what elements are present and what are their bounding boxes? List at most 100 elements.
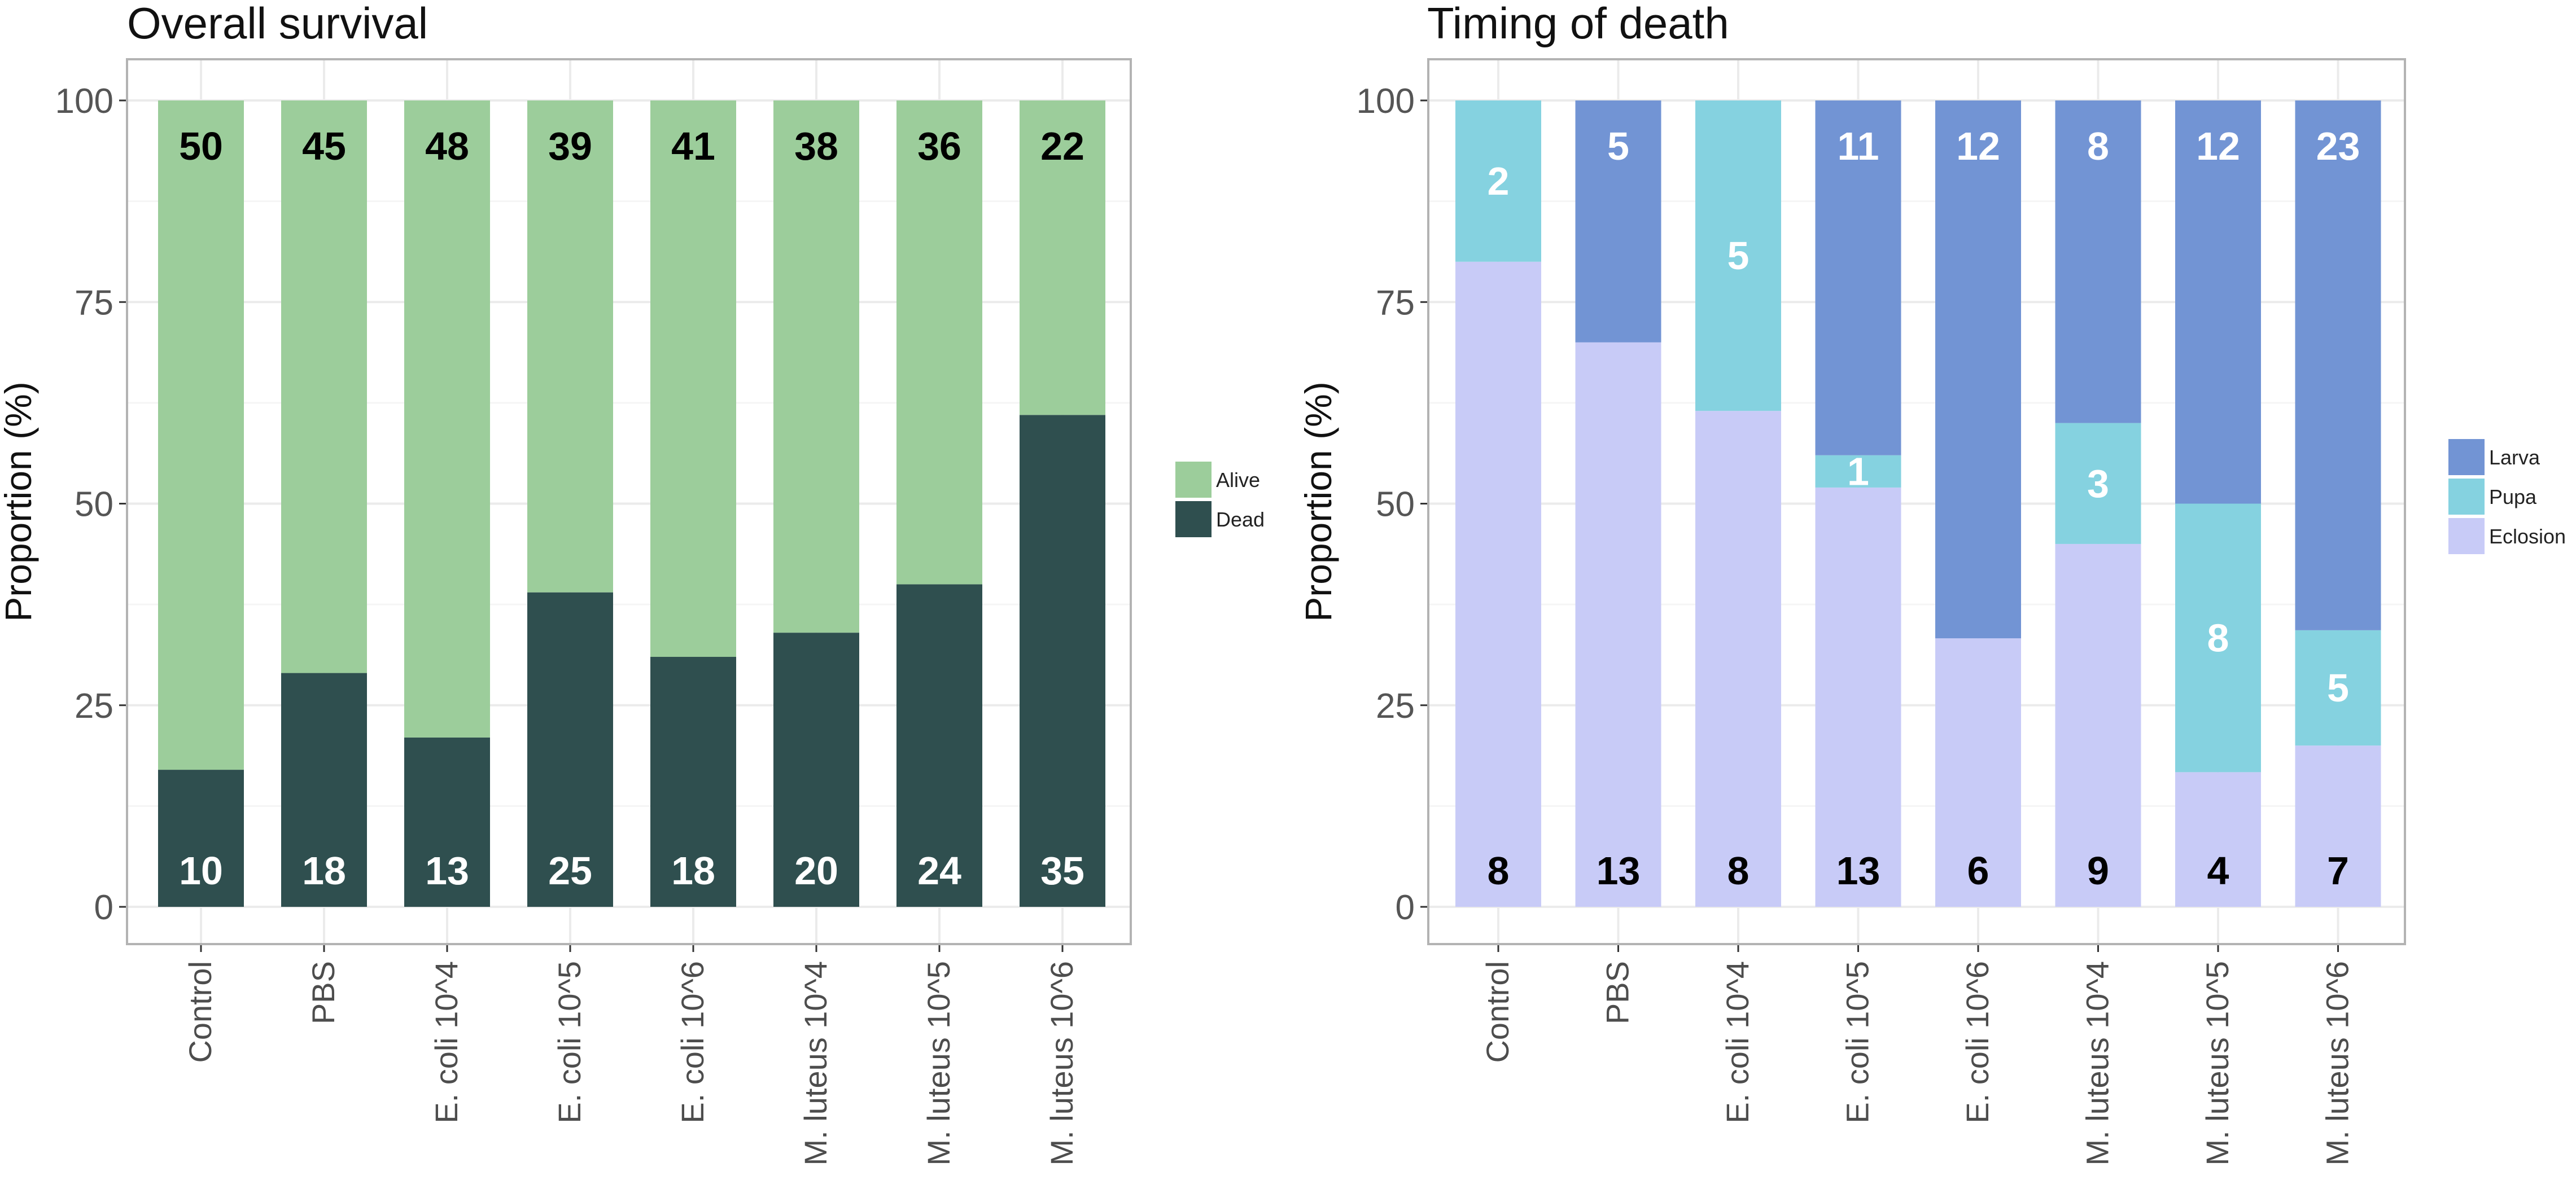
chart1-bar-dead — [650, 657, 736, 907]
chart1-legend-label-alive: Alive — [1216, 468, 1260, 492]
chart2-count-label-eclosion: 13 — [1597, 849, 1641, 893]
chart1-count-label-dead: 18 — [302, 849, 346, 893]
chart2-category-label: E. coli 10^5 — [1840, 961, 1875, 1124]
chart1-legend-label-dead: Dead — [1216, 508, 1265, 531]
chart1: 0 25 50 75 100 10 50 Control 18 45 PBS 13 48 E. coli … — [0, 0, 1265, 1165]
chart2-count-label-larva: 12 — [1956, 124, 2000, 168]
chart1-bar-dead — [404, 737, 490, 907]
chart2-category-label: M. luteus 10^6 — [2320, 961, 2355, 1165]
chart1-bar-dead — [527, 592, 613, 907]
chart1-count-label-alive: 45 — [302, 124, 346, 168]
chart1-count-label-alive: 50 — [179, 124, 223, 168]
chart2-count-label-eclosion: 9 — [2087, 849, 2109, 893]
chart1-bar-alive — [1020, 100, 1105, 415]
chart2-bar-pupa — [2295, 630, 2381, 746]
chart2-count-label-eclosion: 8 — [1488, 849, 1510, 893]
chart2-count-label-pupa: 1 — [1847, 449, 1869, 493]
chart2-bar-eclosion — [1695, 411, 1781, 907]
chart1-panel-border — [126, 58, 1132, 945]
chart1-count-label-dead: 18 — [671, 849, 715, 893]
chart1-count-label-alive: 41 — [671, 124, 715, 168]
chart1-ytick-label: 25 — [75, 687, 113, 726]
chart2-legend-label-larva: Larva — [2489, 446, 2540, 469]
chart2-legend-swatch-eclosion — [2448, 518, 2485, 554]
chart1-bar-alive — [404, 100, 490, 738]
chart2-bar-eclosion — [2295, 745, 2381, 907]
chart1-ytick-label: 100 — [55, 82, 113, 121]
chart2-bar-eclosion — [1455, 261, 1541, 907]
chart1-title: Overall survival — [127, 0, 428, 48]
chart1-ytick-label: 75 — [75, 283, 113, 322]
chart2-count-label-pupa: 3 — [2087, 462, 2109, 506]
chart1-bar-dead — [1020, 415, 1105, 907]
chart2-count-label-larva: 11 — [1838, 124, 1879, 168]
chart2-ytick-label: 75 — [1376, 283, 1415, 322]
chart2-bar-eclosion — [2055, 543, 2141, 907]
chart1-category-label: E. coli 10^6 — [675, 961, 710, 1124]
chart2-bar-larva — [2295, 100, 2381, 630]
chart1-count-label-dead: 10 — [179, 849, 223, 893]
chart1-count-label-alive: 38 — [794, 124, 838, 168]
chart2-count-label-larva: 12 — [2196, 124, 2240, 168]
chart1-bar-dead — [281, 673, 367, 907]
chart2-bar-pupa — [1455, 100, 1541, 262]
chart1-category-label: M. luteus 10^6 — [1044, 961, 1079, 1165]
chart2-category-label: E. coli 10^6 — [1960, 961, 1995, 1124]
chart2-count-label-larva: 5 — [1607, 124, 1629, 168]
chart1-count-label-dead: 13 — [425, 849, 469, 893]
chart2-ytick-label: 100 — [1357, 82, 1415, 121]
chart2-count-label-pupa: 2 — [1488, 159, 1510, 203]
chart2-ytick-label: 50 — [1376, 485, 1415, 524]
chart2-legend-swatch-pupa — [2448, 479, 2485, 515]
chart2-title: Timing of death — [1427, 0, 1729, 48]
chart2-bar-pupa — [2175, 503, 2261, 773]
chart2-count-label-eclosion: 8 — [1727, 849, 1750, 893]
chart2-ytick-label: 0 — [1396, 888, 1415, 927]
chart1-category-label: PBS — [305, 961, 341, 1024]
chart2-bar-larva — [2055, 100, 2141, 423]
chart1-bar-alive — [650, 100, 736, 657]
chart2-count-label-eclosion: 6 — [1967, 849, 1989, 893]
chart2-legend-label-pupa: Pupa — [2489, 485, 2537, 508]
chart2-count-label-pupa: 5 — [2327, 666, 2349, 710]
chart2-panel-border — [1427, 58, 2406, 945]
chart1-category-label: M. luteus 10^4 — [798, 961, 833, 1165]
chart1-count-label-alive: 22 — [1040, 124, 1084, 168]
chart2-bar-larva — [2175, 100, 2261, 504]
chart1-y-axis-title: Proportion (%) — [0, 381, 39, 622]
chart2-category-label: M. luteus 10^5 — [2199, 961, 2235, 1165]
chart2-count-label-eclosion: 13 — [1836, 849, 1880, 893]
chart1-bar-alive — [773, 100, 859, 633]
chart1-bar-dead — [773, 633, 859, 907]
chart1-bar-dead — [158, 770, 244, 907]
chart1-count-label-alive: 48 — [425, 124, 469, 168]
chart2-count-label-larva: 23 — [2316, 124, 2360, 168]
chart2-legend: Larva Pupa Eclosion — [2448, 439, 2566, 554]
chart1-category-label: E. coli 10^5 — [552, 961, 587, 1124]
chart2-category-label: Control — [1480, 961, 1515, 1063]
chart2-category-label: M. luteus 10^4 — [2080, 961, 2115, 1165]
chart2-bar-eclosion — [1575, 342, 1661, 907]
chart2-bar-eclosion — [1815, 487, 1901, 907]
chart2-count-label-eclosion: 7 — [2327, 849, 2349, 893]
chart2-count-label-larva: 8 — [2087, 124, 2109, 168]
chart1-bar-alive — [281, 100, 367, 673]
chart2-bar-pupa — [2055, 423, 2141, 544]
chart1-count-label-alive: 39 — [548, 124, 592, 168]
chart2-legend-swatch-larva — [2448, 439, 2485, 475]
chart1-bar-alive — [158, 100, 244, 770]
chart1-count-label-dead: 35 — [1040, 849, 1084, 893]
chart1-legend-swatch-dead — [1175, 501, 1212, 537]
chart1-count-label-dead: 20 — [794, 849, 838, 893]
chart2-bar-pupa — [1695, 100, 1781, 411]
chart2-bar-eclosion — [1935, 638, 2021, 907]
chart1-legend: Alive Dead — [1175, 462, 1265, 537]
chart2-category-label: PBS — [1600, 961, 1635, 1024]
chart2-bar-larva — [1815, 100, 1901, 455]
chart1-ytick-label: 50 — [75, 485, 113, 524]
chart1-count-label-dead: 24 — [917, 849, 961, 893]
chart2-legend-label-eclosion: Eclosion — [2489, 525, 2566, 548]
chart1-count-label-dead: 25 — [548, 849, 592, 893]
